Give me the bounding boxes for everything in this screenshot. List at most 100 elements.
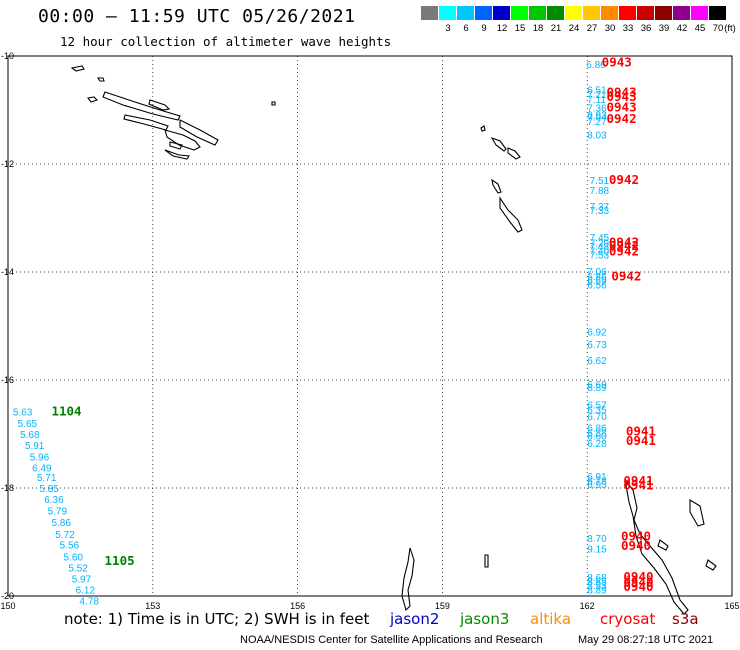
lat-tick-label: -20: [1, 591, 14, 601]
legend-label: 45: [694, 23, 706, 34]
legend-label: 36: [640, 23, 652, 34]
swh-value-label: 6.92: [587, 327, 607, 338]
swh-value-label: 7.37: [590, 202, 610, 213]
island-outline: [480, 125, 486, 132]
legend-swatch: [547, 6, 564, 20]
swh-value-label: 6.57: [587, 400, 607, 411]
swh-value-label: 6.70: [587, 412, 607, 423]
pass-time-label: 0941: [623, 477, 653, 492]
swh-value-label: 6.49: [32, 463, 52, 474]
satellite-name-s3a: s3a: [672, 610, 699, 628]
pass-time-label: 0942: [609, 238, 639, 253]
footer-note: note: 1) Time is in UTC; 2) SWH is in fe…: [64, 610, 370, 628]
swh-value-label: 5.71: [37, 473, 57, 484]
legend-swatch: [583, 6, 600, 20]
swh-value-label: 7.11: [587, 95, 606, 106]
island-outline: [689, 499, 705, 527]
pass-time-label: 0943: [607, 89, 637, 104]
swh-value-label: 6.69: [587, 380, 607, 391]
legend-unit: (ft): [724, 23, 736, 34]
island-outline: [490, 136, 507, 152]
legend-label: 30: [604, 23, 616, 34]
swh-value-label: 7.04: [587, 112, 607, 123]
swh-value-label: 5.85: [39, 484, 59, 495]
island-outline: [164, 149, 190, 160]
swh-value-label: 7.06: [587, 267, 607, 278]
lon-tick-label: 150: [0, 601, 15, 611]
legend-label: 3: [445, 23, 451, 34]
swh-value-label: 7.33: [590, 206, 610, 217]
swh-value-label: 6.86: [586, 60, 606, 71]
credit-line: NOAA/NESDIS Center for Satellite Applica…: [240, 634, 543, 646]
lat-lon-grid: [7, 55, 733, 597]
swh-value-label: 6.69: [587, 276, 607, 287]
satellite-name-jason2: jason2: [390, 610, 440, 628]
island-outline: [624, 479, 689, 615]
pass-time-label: 0940: [621, 529, 651, 544]
swh-value-label: 5.86: [51, 518, 71, 529]
pass-time-label: 0941: [623, 473, 653, 488]
swh-value-label: 8.70: [587, 534, 607, 545]
lon-tick-label: 159: [435, 601, 450, 611]
swh-value-label: 7.27: [587, 117, 607, 128]
swh-value-label: 6.86: [587, 272, 607, 283]
swh-value-label: 6.86: [587, 424, 607, 435]
legend-swatch: [493, 6, 510, 20]
swh-value-label: 6.56: [587, 280, 607, 291]
altimeter-observations: 6.86 6.517.217.117.366.937.047.27 8.03 7.51…: [13, 54, 656, 607]
lat-tick-label: -14: [1, 267, 14, 277]
pass-time-label: 0942: [607, 111, 637, 126]
swh-value-label: 5.65: [18, 419, 38, 430]
swh-value-label: 6.91: [587, 472, 607, 483]
pass-time-label: 0942: [609, 234, 639, 249]
swh-value-label: 5.91: [25, 441, 45, 452]
swh-value-label: 8.85: [587, 577, 607, 588]
island-outline: [507, 147, 521, 160]
legend-label: 18: [532, 23, 544, 34]
swh-value-label: 8.68: [587, 573, 607, 584]
lon-tick-label: 156: [290, 601, 305, 611]
island-outline: [491, 178, 502, 194]
swh-value-label: 7.29: [590, 238, 610, 249]
island-outline: [70, 65, 85, 72]
swh-value-label: 6.51: [587, 85, 607, 96]
legend-swatch: [673, 6, 690, 20]
island-outline: [123, 114, 169, 131]
island-outline: [102, 91, 181, 121]
swh-value-label: 6.78: [587, 476, 607, 487]
island-outline: [271, 101, 276, 106]
pass-time-label: 1105: [105, 553, 135, 568]
swh-value-label: 5.60: [64, 553, 84, 564]
lat-tick-label: -12: [1, 159, 14, 169]
legend-swatch: [637, 6, 654, 20]
lat-tick-label: -10: [1, 51, 14, 61]
swh-value-label: 6.95: [587, 480, 607, 491]
swh-value-label: 6.36: [44, 495, 64, 506]
pass-time-label: 0940: [621, 538, 651, 553]
swh-value-label: 7.40: [590, 246, 610, 257]
legend-label: 33: [622, 23, 634, 34]
swh-value-label: 6.60: [587, 432, 607, 443]
legend-label: 70: [712, 23, 724, 34]
legend-label: 42: [676, 23, 688, 34]
pass-time-label: 1104: [51, 403, 81, 418]
island-outline: [148, 99, 171, 111]
swh-value-label: 5.96: [30, 453, 50, 464]
pass-time-label: 0941: [626, 433, 656, 448]
swh-value-label: 6.73: [587, 340, 607, 351]
swh-value-label: 5.52: [68, 563, 88, 574]
legend-swatch: [439, 6, 456, 20]
island-outline: [499, 196, 523, 233]
legend-label: 24: [568, 23, 580, 34]
pass-time-label: 0943: [607, 85, 637, 100]
generation-timestamp: May 29 08:27:18 UTC 2021: [578, 634, 714, 646]
swh-value-label: 7.51: [590, 176, 610, 187]
satellite-name-jason3: jason3: [460, 610, 510, 628]
swh-value-label: 8.03: [587, 130, 607, 141]
swh-value-label: 4.78: [79, 596, 99, 607]
pass-time-label: 0941: [626, 423, 656, 438]
legend-label: 6: [463, 23, 469, 34]
color-legend: 3 6 9 12 15 18 21 24 27 30 33 36 39 42 45 70 (ft): [421, 6, 736, 34]
lat-tick-label: -16: [1, 375, 14, 385]
swh-value-label: 7.53: [590, 251, 610, 262]
